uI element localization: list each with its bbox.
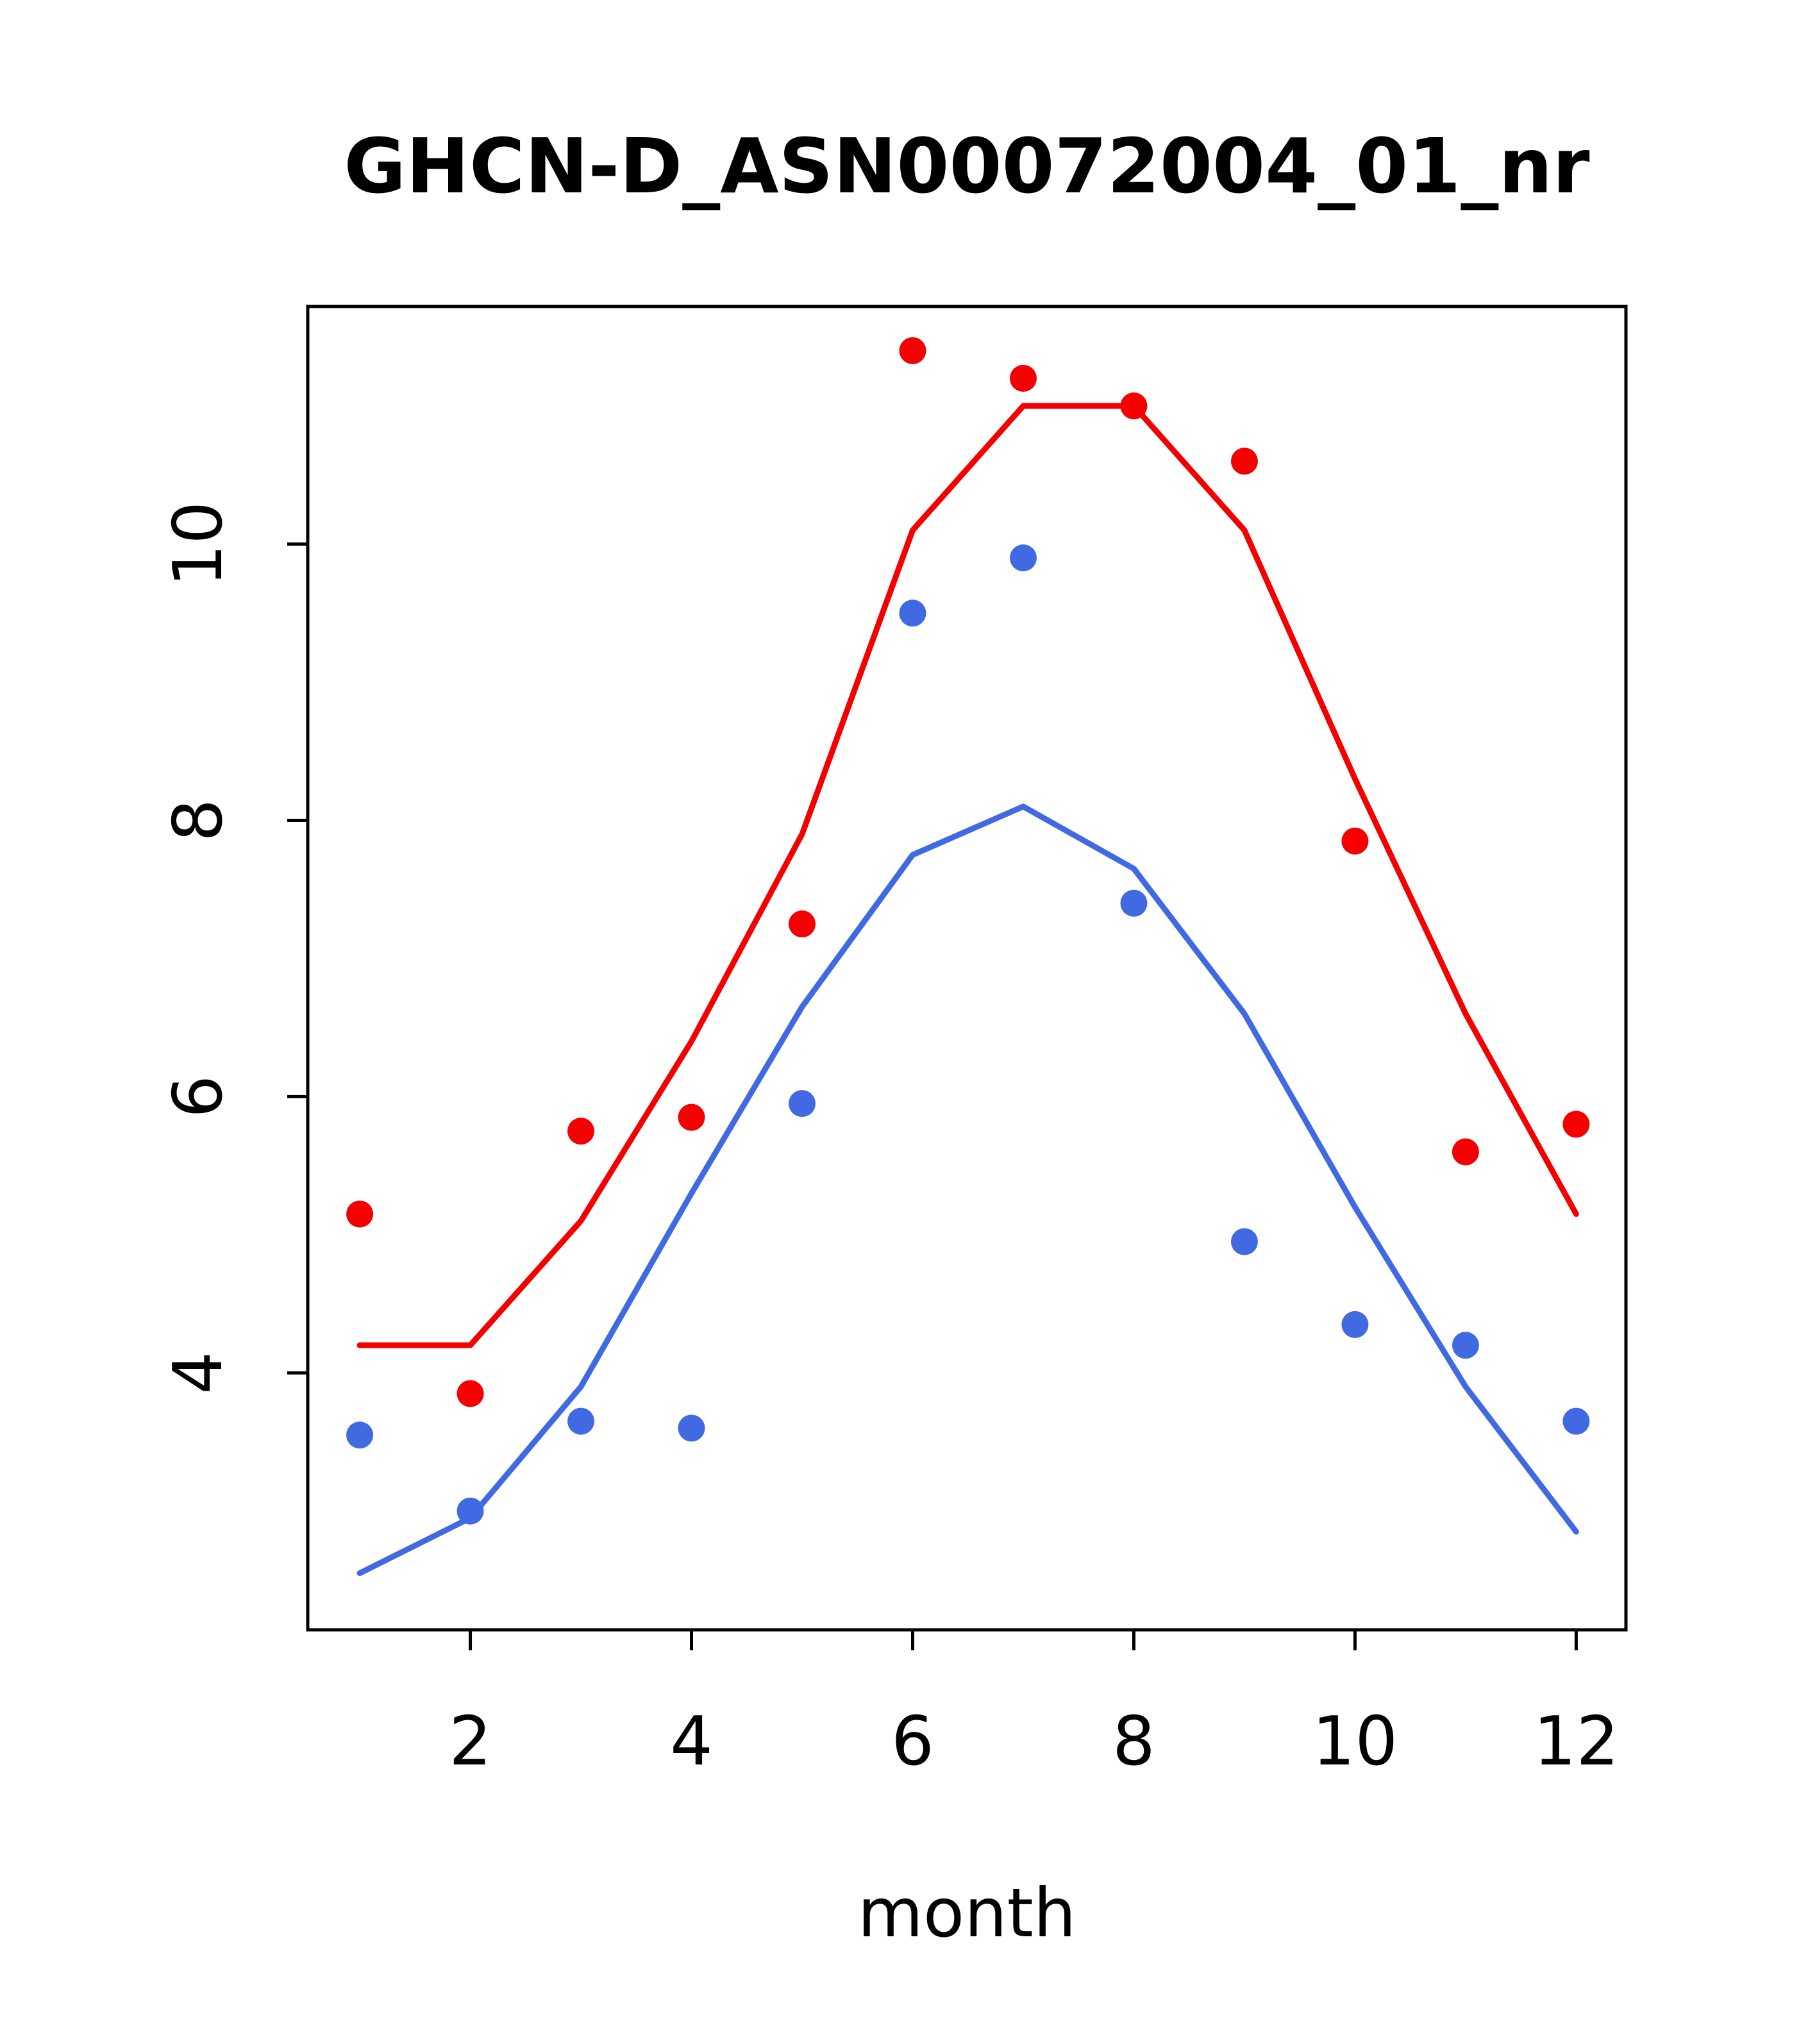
x-tick-label: 8 (1112, 1702, 1155, 1780)
blue-point (1120, 889, 1148, 917)
y-tick-label: 8 (159, 799, 237, 842)
blue-line (356, 803, 1579, 1577)
plot-frame (306, 305, 1628, 1632)
blue-point (1230, 1228, 1258, 1255)
x-tick-label: 4 (670, 1702, 713, 1780)
red-point (789, 910, 816, 938)
blue-point (456, 1497, 484, 1525)
red-point (1341, 827, 1369, 855)
x-tick-label: 10 (1312, 1702, 1398, 1780)
red-point (567, 1118, 595, 1145)
red-line (356, 403, 1579, 1348)
red-point (456, 1380, 484, 1407)
blue-point (678, 1414, 705, 1442)
y-tick-label: 4 (159, 1352, 237, 1395)
red-point (1009, 365, 1037, 392)
plot-area: 2 4 6 8 10 12 4 6 8 10 (159, 305, 1628, 1780)
blue-point (1452, 1332, 1479, 1359)
red-point (1230, 448, 1258, 475)
blue-point (789, 1090, 816, 1118)
blue-point (567, 1407, 595, 1435)
x-tick-label: 12 (1534, 1702, 1620, 1780)
red-point (346, 1200, 374, 1228)
chart-title: GHCN-D_ASN00072004_01_nr (344, 122, 1589, 210)
x-tick-label: 2 (449, 1702, 492, 1780)
x-axis-label: month (858, 1874, 1076, 1952)
blue-point (1341, 1311, 1369, 1338)
red-point (1452, 1138, 1479, 1166)
red-point (1562, 1110, 1590, 1138)
x-tick-label: 6 (891, 1702, 934, 1780)
y-tick-label: 6 (159, 1075, 237, 1118)
blue-point (899, 599, 926, 627)
blue-point (1562, 1407, 1590, 1435)
blue-point (346, 1421, 374, 1449)
red-point (899, 337, 926, 364)
y-tick-label: 10 (159, 501, 237, 587)
blue-point (1009, 544, 1037, 572)
red-point (678, 1103, 705, 1131)
red-point (1120, 392, 1148, 420)
